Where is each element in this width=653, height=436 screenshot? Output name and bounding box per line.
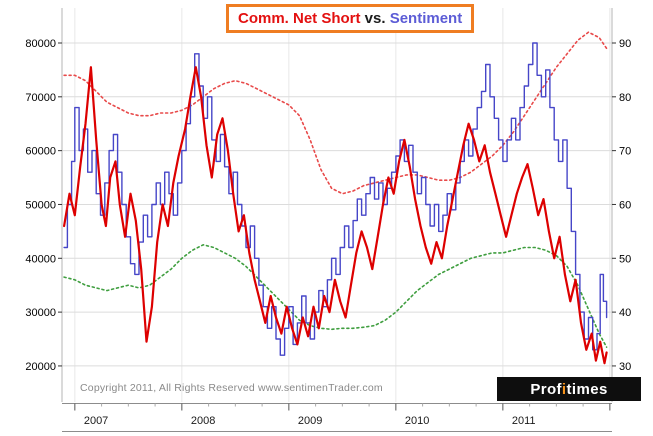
y-left-tick-label: 80000 (25, 38, 56, 50)
y-right-tick-label: 40 (619, 307, 631, 319)
y-left-tick-label: 40000 (25, 253, 56, 265)
y-left-tick-label: 60000 (25, 146, 56, 158)
copyright-text: Copyright 2011, All Rights Reserved www.… (80, 382, 383, 394)
y-right-tick-label: 50 (619, 253, 631, 265)
y-left-tick-label: 20000 (25, 361, 56, 373)
series-comm-net-short (62, 66, 608, 365)
profitimes-logo: Prof i times (497, 377, 641, 401)
y-right-tick-label: 30 (619, 361, 631, 373)
logo-text-prof: Prof (530, 380, 562, 398)
x-year-label: 2011 (512, 415, 536, 427)
title-net-short-label: Comm. Net Short (238, 10, 361, 27)
chart-title-box: Comm. Net Short vs. Sentiment (226, 4, 475, 33)
x-year-label: 2008 (191, 415, 215, 427)
logo-text-i: i (561, 380, 567, 398)
logo-text-times: times (566, 380, 608, 398)
y-right-tick-label: 60 (619, 199, 631, 211)
y-right-tick-label: 80 (619, 92, 631, 104)
y-left-tick-label: 30000 (25, 307, 56, 319)
x-year-label: 2007 (84, 415, 108, 427)
y-right-tick-label: 70 (619, 146, 631, 158)
title-vs-label: vs. (360, 10, 390, 27)
series-sentiment-upper-band (63, 31, 608, 195)
y-left-tick-label: 50000 (25, 199, 56, 211)
x-year-label: 2009 (298, 415, 322, 427)
y-right-tick-label: 90 (619, 38, 631, 50)
title-sentiment-label: Sentiment (389, 10, 463, 27)
x-year-label: 2010 (405, 415, 429, 427)
series-sentiment (63, 42, 608, 356)
y-left-tick-label: 70000 (25, 92, 56, 104)
